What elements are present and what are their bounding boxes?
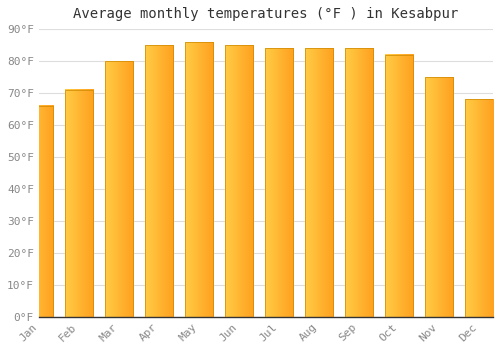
Bar [385,55,413,317]
Bar [25,106,53,317]
Bar [305,48,333,317]
Bar [105,61,133,317]
Bar [265,48,293,317]
Bar [65,90,93,317]
Bar [345,48,373,317]
Bar [185,42,213,317]
Bar [465,99,493,317]
Bar [225,45,253,317]
Bar [145,45,173,317]
Title: Average monthly temperatures (°F ) in Kesabpur: Average monthly temperatures (°F ) in Ke… [74,7,458,21]
Bar [425,77,453,317]
